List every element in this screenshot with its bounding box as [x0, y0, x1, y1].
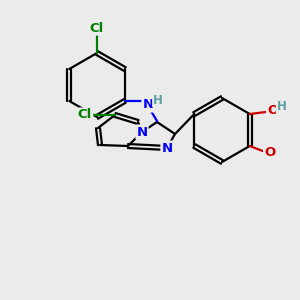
Text: O: O	[264, 146, 275, 158]
Text: N: N	[161, 142, 172, 154]
Text: O: O	[267, 104, 278, 118]
Text: Cl: Cl	[90, 22, 104, 34]
Text: N: N	[142, 98, 154, 112]
Text: H: H	[153, 94, 163, 106]
Text: H: H	[277, 100, 287, 113]
Text: Cl: Cl	[78, 109, 92, 122]
Text: N: N	[136, 125, 148, 139]
